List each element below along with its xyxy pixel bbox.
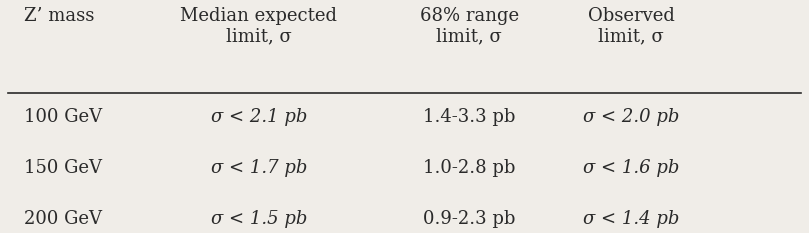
Text: σ < 1.4 pb: σ < 1.4 pb (582, 210, 680, 228)
Text: σ < 1.5 pb: σ < 1.5 pb (210, 210, 307, 228)
Text: 68% range
limit, σ: 68% range limit, σ (420, 7, 519, 46)
Text: σ < 2.0 pb: σ < 2.0 pb (582, 108, 680, 126)
Text: σ < 1.6 pb: σ < 1.6 pb (582, 159, 680, 177)
Text: 150 GeV: 150 GeV (24, 159, 102, 177)
Text: σ < 2.1 pb: σ < 2.1 pb (210, 108, 307, 126)
Text: Observed
limit, σ: Observed limit, σ (587, 7, 675, 46)
Text: 1.0-2.8 pb: 1.0-2.8 pb (423, 159, 515, 177)
Text: σ < 1.7 pb: σ < 1.7 pb (210, 159, 307, 177)
Text: 200 GeV: 200 GeV (24, 210, 102, 228)
Text: Z’ mass: Z’ mass (24, 7, 95, 25)
Text: Median expected
limit, σ: Median expected limit, σ (180, 7, 337, 46)
Text: 1.4-3.3 pb: 1.4-3.3 pb (423, 108, 515, 126)
Text: 0.9-2.3 pb: 0.9-2.3 pb (423, 210, 515, 228)
Text: 100 GeV: 100 GeV (24, 108, 103, 126)
